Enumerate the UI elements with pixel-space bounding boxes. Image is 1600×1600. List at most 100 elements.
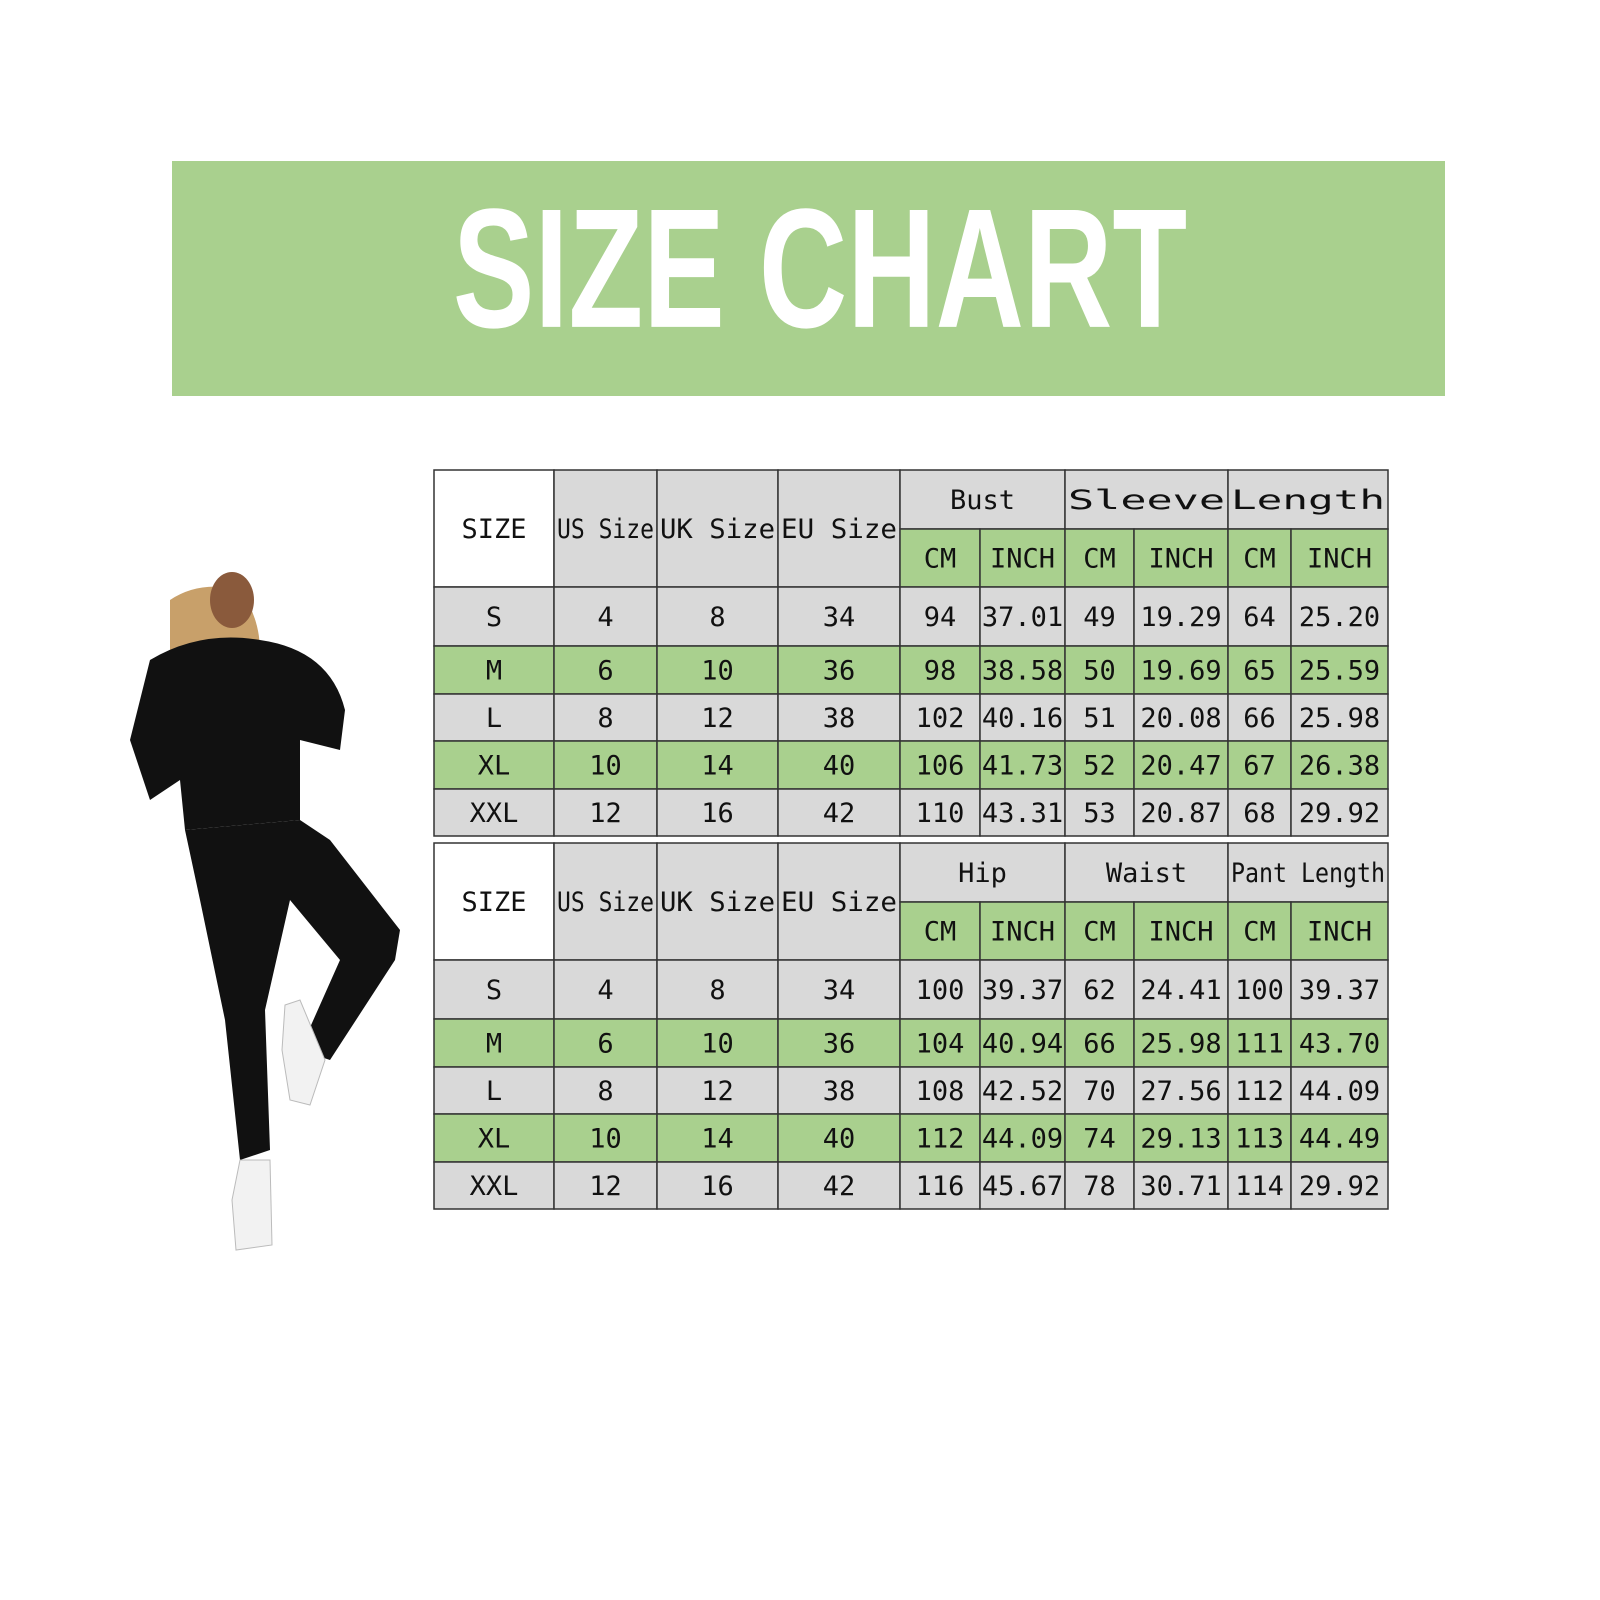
group-header: Length <box>1231 485 1385 516</box>
table-value: 100 <box>1235 975 1284 1006</box>
column-header: US Size <box>557 887 654 918</box>
table-cell <box>1290 645 1389 695</box>
group-header: Hip <box>958 858 1007 889</box>
group-header: Pant Length <box>1231 858 1385 889</box>
table-cell <box>979 959 1066 1020</box>
table-cell <box>979 693 1066 742</box>
table-value: 39.37 <box>1299 975 1380 1006</box>
table-value: 50 <box>1083 656 1116 687</box>
table-cell <box>1133 788 1229 837</box>
table-value: 40.16 <box>982 703 1063 734</box>
table-value: XXL <box>470 1171 519 1202</box>
table-value: 70 <box>1083 1076 1116 1107</box>
table-cell <box>1290 1161 1389 1210</box>
table-value: 42 <box>823 798 856 829</box>
table-value: 112 <box>916 1124 965 1155</box>
table-value: 16 <box>701 798 734 829</box>
shoe <box>231 1159 273 1251</box>
table-value: 12 <box>589 1171 622 1202</box>
table-cell <box>777 1066 901 1115</box>
table-cell <box>1133 586 1229 647</box>
table-cell <box>1133 901 1229 961</box>
table-value: M <box>486 656 502 687</box>
table-cell <box>1133 1066 1229 1115</box>
table-value: 12 <box>589 798 622 829</box>
table-value: 108 <box>916 1076 965 1107</box>
unit-header: INCH <box>990 544 1055 575</box>
table-value: S <box>486 602 502 633</box>
table-cell <box>1290 901 1389 961</box>
unit-header: CM <box>1083 917 1116 948</box>
table-value: 10 <box>589 751 622 782</box>
table-value: 53 <box>1083 798 1116 829</box>
table-cell <box>777 1161 901 1210</box>
table-cell <box>553 1113 658 1163</box>
table-cell <box>1064 842 1229 903</box>
table-cell <box>899 842 1066 903</box>
table-value: 42.52 <box>982 1076 1063 1107</box>
head <box>210 572 254 628</box>
table-cell <box>1290 528 1389 588</box>
table-cell <box>979 740 1066 790</box>
table-cell <box>1064 788 1135 837</box>
table-cell <box>979 1066 1066 1115</box>
table-cell <box>777 842 901 961</box>
table-cell <box>553 586 658 647</box>
table-cell <box>1227 469 1389 530</box>
column-header: EU Size <box>781 514 897 545</box>
table-value: 38.58 <box>982 656 1063 687</box>
table-value: 12 <box>701 703 734 734</box>
group-header: Bust <box>950 485 1015 516</box>
unit-header: CM <box>1243 544 1276 575</box>
table-value: 66 <box>1083 1029 1116 1060</box>
unit-header: INCH <box>1307 917 1372 948</box>
table-cell <box>1064 645 1135 695</box>
table-cell <box>433 586 555 647</box>
table-value: 68 <box>1243 798 1276 829</box>
table-cell <box>899 788 981 837</box>
table-value: 42 <box>823 1171 856 1202</box>
table-value: 40.94 <box>982 1029 1063 1060</box>
table-value: 6 <box>597 656 613 687</box>
table-cell <box>1290 1113 1389 1163</box>
table-value: 29.13 <box>1140 1124 1221 1155</box>
table-value: 66 <box>1243 703 1276 734</box>
table-value: 39.37 <box>982 975 1063 1006</box>
table-cell <box>1133 959 1229 1020</box>
table-value: 8 <box>709 975 725 1006</box>
table-cell <box>656 788 779 837</box>
table-cell <box>553 469 658 588</box>
unit-header: INCH <box>1148 917 1213 948</box>
table-value: 52 <box>1083 751 1116 782</box>
table-value: 110 <box>916 798 965 829</box>
table-value: 38 <box>823 1076 856 1107</box>
table-cell <box>1290 1066 1389 1115</box>
unit-header: CM <box>1243 917 1276 948</box>
table-value: 8 <box>709 602 725 633</box>
column-header: SIZE <box>461 887 526 918</box>
table-cell <box>899 1161 981 1210</box>
table-value: 102 <box>916 703 965 734</box>
table-cell <box>433 1113 555 1163</box>
hoodie <box>130 637 345 830</box>
model-figure <box>130 572 400 1251</box>
table-value: 30.71 <box>1140 1171 1221 1202</box>
table-value: 26.38 <box>1299 751 1380 782</box>
table-value: 40 <box>823 751 856 782</box>
table-value: 64 <box>1243 602 1276 633</box>
table-value: 78 <box>1083 1171 1116 1202</box>
table-cell <box>433 959 555 1020</box>
table-cell <box>553 842 658 961</box>
table-cell <box>1227 1113 1292 1163</box>
table-cell <box>553 788 658 837</box>
table-value: 44.09 <box>1299 1076 1380 1107</box>
table-cell <box>1064 1018 1135 1068</box>
table-cell <box>1227 842 1389 903</box>
table-value: 34 <box>823 602 856 633</box>
table-cell <box>553 1018 658 1068</box>
table-value: 24.41 <box>1140 975 1221 1006</box>
table-value: 41.73 <box>982 751 1063 782</box>
table-value: 20.87 <box>1140 798 1221 829</box>
table-value: 34 <box>823 975 856 1006</box>
